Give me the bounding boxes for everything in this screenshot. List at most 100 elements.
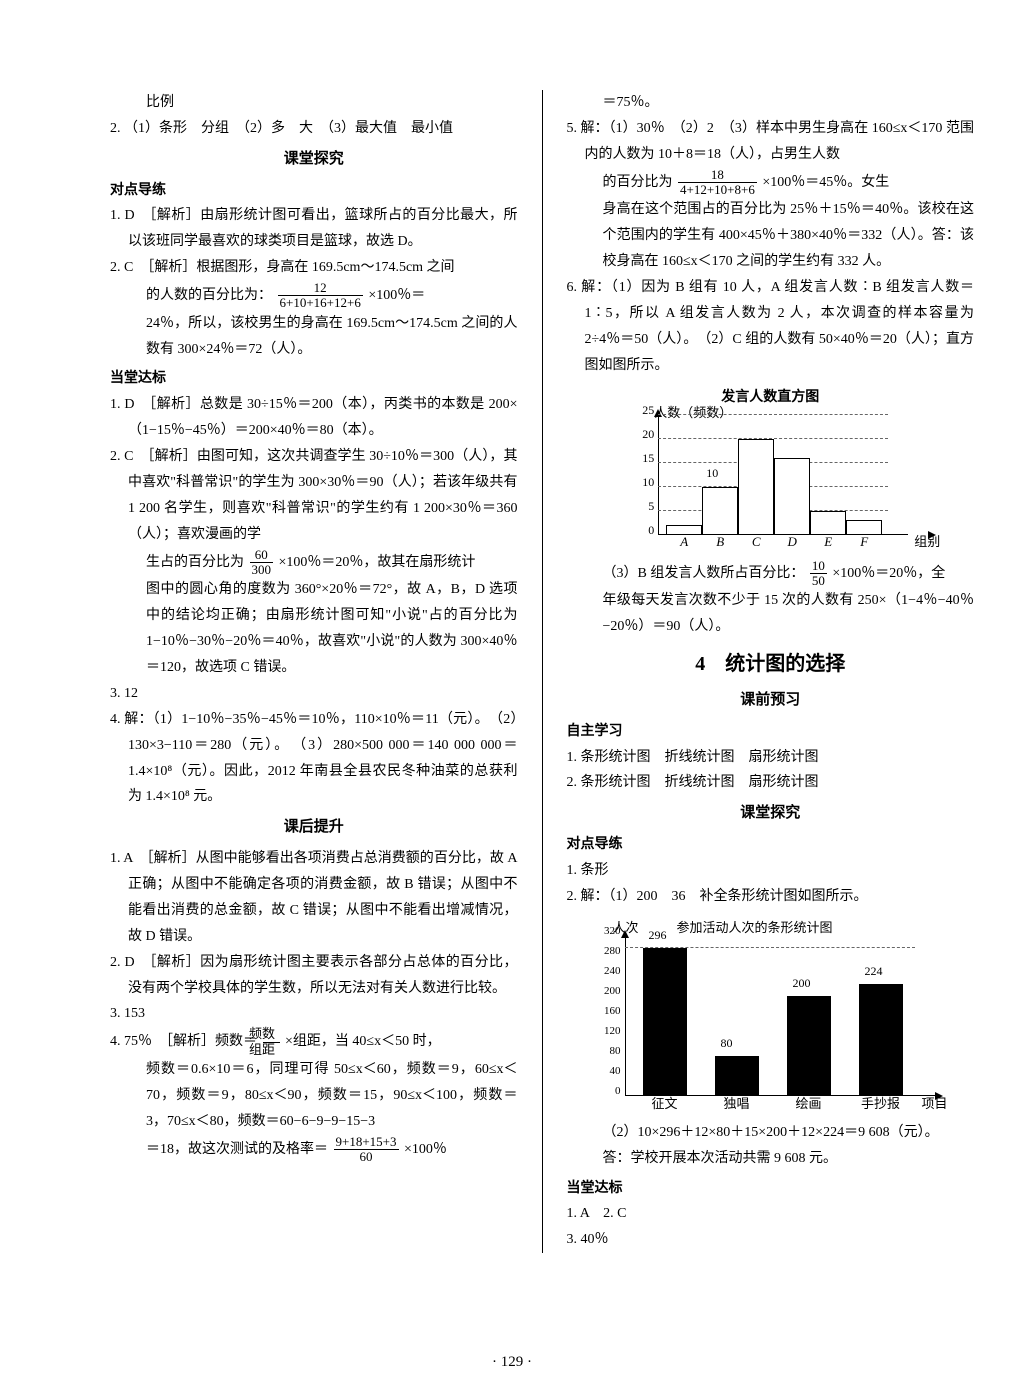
y-tick-label: 200 [595,981,621,1001]
left-column: 比例 2. （1）条形 分组 （2）多 大 （3）最大值 最小值 课堂探究 对点… [110,90,518,1253]
y-tick-label: 280 [595,941,621,961]
x-tick-label: D [774,530,810,554]
fraction: 18 4+12+10+8+6 [678,168,757,198]
y-tick-label: 40 [595,1061,621,1081]
text-line: 频数＝0.6×10＝6，同理可得 50≤x＜60，频数＝9，60≤x＜70，频数… [110,1057,518,1135]
text: ×100％＝20％，全 [832,566,945,581]
sub-heading: 当堂达标 [567,1176,975,1202]
bar-value-label: 80 [721,1032,733,1054]
text-line: 1. A ［解析］从图中能够看出各项消费占总消费额的百分比，故 A 正确；从图中… [110,846,518,950]
text-line: （2）10×296＋12×80＋15×200＋12×224＝9 608（元）。 [567,1120,975,1146]
text-line: 2. 解：（1）200 36 补全条形统计图如图所示。 [567,884,975,910]
text: ×100％＝20％，故其在扇形统计 [279,555,476,570]
fraction: 频数 组距 [263,1027,280,1057]
denominator: 300 [250,563,274,577]
fraction: 12 6+10+16+12+6 [278,281,363,311]
y-tick-label: 0 [595,1081,621,1101]
denominator: 50 [810,574,827,588]
fraction: 10 50 [810,559,827,589]
x-tick-label: 绘画 [779,1092,839,1116]
sub-heading: 对点导练 [110,178,518,204]
bar-value-label: 200 [793,972,811,994]
fraction: 60 300 [250,548,274,578]
histogram-bar [738,439,774,535]
bar-value-label: 296 [649,924,667,946]
text: ×100％ [404,1142,447,1157]
text: 的人数的百分比为： [146,288,272,303]
x-tick-label: 手抄报 [851,1092,911,1116]
denominator: 组距 [263,1043,280,1057]
y-tick-label: 240 [595,961,621,981]
sub-heading: 对点导练 [567,832,975,858]
y-tick-label: 25 [634,399,654,421]
y-tick-label: 80 [595,1041,621,1061]
bar [715,1056,759,1096]
numerator: 12 [278,281,363,296]
chart-xlabel: 组别 [914,530,940,554]
text: ＝18，故这次测试的及格率＝ [146,1142,328,1157]
text: 生占的百分比为 [146,555,244,570]
denominator: 4+12+10+8+6 [678,183,757,197]
bar-value-label: 224 [865,960,883,982]
text-line: 的百分比为 18 4+12+10+8+6 ×100％＝45％。女生 [567,168,975,198]
section-heading: 课堂探究 [110,146,518,174]
text-line: 比例 [110,90,518,116]
text-line: ＝75％。 [567,90,975,116]
bar [643,948,687,1096]
bar [859,984,903,1096]
denominator: 60 [334,1150,399,1164]
text-line: 答：学校开展本次活动共需 9 608 元。 [567,1146,975,1172]
text-line: 1. D ［解析］由扇形统计图可看出，篮球所占的百分比最大，所以该班同学最喜欢的… [110,203,518,255]
section-heading: 课堂探究 [567,800,975,828]
bar-chart: 人次 参加活动人次的条形统计图 04080120160200240280320征… [577,916,947,1116]
text-line: 图中的圆心角的度数为 360°×20％＝72°，故 A，B，D 选项中的结论均正… [110,577,518,681]
text-line: 1. 条形统计图 折线统计图 扇形统计图 [567,745,975,771]
y-tick-label: 120 [595,1021,621,1041]
sub-heading: 自主学习 [567,719,975,745]
sub-heading: 当堂达标 [110,366,518,392]
numerator: 9+18+15+3 [334,1135,399,1150]
text-line: 6. 解：（1）因为 B 组有 10 人，A 组发言人数∶B 组发言人数＝1∶5… [567,275,975,379]
text-line: （3）B 组发言人数所占百分比： 10 50 ×100％＝20％，全 [567,559,975,589]
y-tick-label: 0 [634,519,654,541]
histogram-bar [774,458,810,535]
numerator: 频数 [263,1027,280,1042]
right-column: ＝75％。 5. 解：（1）30％ （2）2 （3）样本中男生身高在 160≤x… [567,90,975,1253]
page-number: · 129 · [0,1354,1024,1371]
two-column-layout: 比例 2. （1）条形 分组 （2）多 大 （3）最大值 最小值 课堂探究 对点… [110,90,974,1253]
x-tick-label: F [846,530,882,554]
y-tick-label: 320 [595,921,621,941]
text-line: 2. D ［解析］因为扇形统计图主要表示各部分占总体的百分比，没有两个学校具体的… [110,950,518,1002]
text-line: 2. （1）条形 分组 （2）多 大 （3）最大值 最小值 [110,116,518,142]
text: 的百分比为 [603,175,673,190]
x-tick-label: E [810,530,846,554]
numerator: 10 [810,559,827,574]
text-line: 身高在这个范围占的百分比为 25％＋15％＝40％。该校在这个范围内的学生有 4… [567,197,975,275]
fraction: 9+18+15+3 60 [334,1135,399,1165]
numerator: 18 [678,168,757,183]
text-line: 4. 解：（1）1−10％−35％−45％＝10％，110×10％＝11（元）。… [110,707,518,811]
text-line: 生占的百分比为 60 300 ×100％＝20％，故其在扇形统计 [110,548,518,578]
text: ×100％＝ [368,288,425,303]
gridline [658,414,888,415]
chart-xlabel: 项目 [905,1092,965,1116]
text-line: 4. 75％ ［解析］频数＝ 频数 组距 ×组距，当 40≤x＜50 时， [110,1027,518,1057]
y-tick-label: 15 [634,447,654,469]
y-tick-label: 5 [634,495,654,517]
text-line: 2. 条形统计图 折线统计图 扇形统计图 [567,770,975,796]
text-line: 2. C ［解析］根据图形，身高在 169.5cm～174.5cm 之间 [110,255,518,281]
y-tick-label: 20 [634,423,654,445]
text: 4. 75％ ［解析］频数＝ [110,1034,257,1049]
y-tick-label: 10 [634,471,654,493]
x-tick-label: A [666,530,702,554]
column-divider [542,90,543,1253]
text-line: 的人数的百分比为： 12 6+10+16+12+6 ×100％＝ [110,281,518,311]
text-line: ＝18，故这次测试的及格率＝ 9+18+15+3 60 ×100％ [110,1135,518,1165]
text-line: 1. A 2. C [567,1201,975,1227]
x-tick-label: C [738,530,774,554]
x-tick-label: B [702,530,738,554]
histogram-bar [702,487,738,535]
text-line: 年级每天发言次数不少于 15 次的人数有 250×（1−4％−40％−20％）＝… [567,588,975,640]
denominator: 6+10+16+12+6 [278,296,363,310]
bar-value-label: 10 [706,462,718,484]
